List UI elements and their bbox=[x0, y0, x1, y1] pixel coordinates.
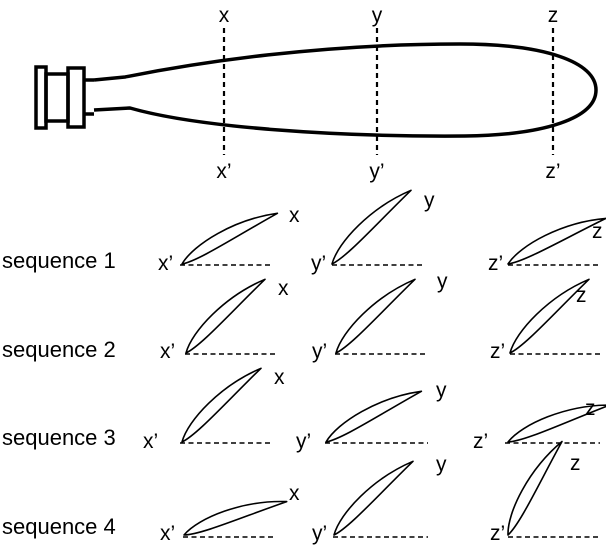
start-label: z’ bbox=[488, 252, 503, 275]
sequence-label: sequence 4 bbox=[2, 514, 116, 539]
top-label-x: x bbox=[219, 4, 230, 27]
start-label: y’ bbox=[312, 340, 327, 363]
start-label: y’ bbox=[312, 522, 327, 545]
section-x: x’ x bbox=[160, 482, 300, 545]
start-label: z’ bbox=[490, 340, 505, 363]
blade-planform: x y z x’ y’ z’ bbox=[34, 4, 598, 183]
top-label-y: y bbox=[372, 4, 383, 27]
section-z: z’ z bbox=[490, 440, 600, 545]
section-y: y’ y bbox=[312, 270, 448, 363]
end-label: y bbox=[437, 270, 448, 293]
sequence-row-2: sequence 2 x’ x y’ y z’ z bbox=[2, 270, 600, 363]
airfoil-section bbox=[331, 189, 412, 265]
sequence-label: sequence 1 bbox=[2, 248, 116, 273]
start-label: x’ bbox=[160, 522, 175, 545]
blade-outline bbox=[93, 42, 598, 138]
section-x: x’ x bbox=[160, 277, 289, 363]
sequence-label: sequence 2 bbox=[2, 337, 116, 362]
section-x: x’ x bbox=[143, 366, 285, 453]
sequence-label: sequence 3 bbox=[2, 425, 116, 450]
airfoil-section bbox=[181, 212, 279, 265]
airfoil-section bbox=[509, 278, 590, 354]
section-z: z’ z bbox=[473, 397, 606, 453]
sequence-row-4: sequence 4 x’ x y’ y z’ z bbox=[2, 440, 600, 545]
airfoil-section bbox=[333, 460, 414, 536]
blade-hub bbox=[34, 65, 94, 130]
airfoil-section bbox=[325, 390, 423, 443]
airfoil-section bbox=[185, 278, 266, 354]
section-y: y’ y bbox=[296, 379, 447, 453]
start-label: y’ bbox=[311, 252, 326, 275]
end-label: z bbox=[576, 284, 587, 307]
hub-collar bbox=[44, 72, 70, 123]
bottom-label-y: y’ bbox=[369, 160, 384, 183]
airfoil-section bbox=[181, 367, 262, 443]
end-label: x bbox=[274, 366, 285, 389]
airfoil-section bbox=[335, 278, 416, 354]
bottom-label-x: x’ bbox=[216, 160, 231, 183]
hub-ring bbox=[66, 66, 86, 129]
end-label: y bbox=[436, 453, 447, 476]
end-label: y bbox=[424, 189, 435, 212]
end-label: x bbox=[289, 204, 300, 227]
airfoil-section bbox=[507, 440, 563, 536]
airfoil-section bbox=[507, 404, 606, 443]
start-label: y’ bbox=[296, 430, 311, 453]
start-label: x’ bbox=[143, 430, 158, 453]
end-label: x bbox=[289, 482, 300, 505]
sequence-row-1: sequence 1 x’ x y’ y z’ z bbox=[2, 189, 606, 275]
section-z: z’ z bbox=[490, 278, 600, 363]
top-label-z: z bbox=[548, 4, 559, 27]
bottom-label-z: z’ bbox=[545, 160, 560, 183]
section-y: y’ y bbox=[312, 453, 447, 545]
end-label: z bbox=[592, 220, 603, 243]
start-label: z’ bbox=[490, 522, 505, 545]
end-label: z bbox=[585, 397, 596, 420]
end-label: x bbox=[278, 277, 289, 300]
start-label: x’ bbox=[160, 340, 175, 363]
end-label: z bbox=[570, 452, 581, 475]
sequence-row-3: sequence 3 x’ x y’ y z’ z bbox=[2, 366, 606, 453]
airfoil-section bbox=[183, 500, 288, 536]
section-z: z’ z bbox=[488, 217, 606, 275]
section-y: y’ y bbox=[311, 189, 435, 275]
start-label: z’ bbox=[473, 430, 488, 453]
section-x: x’ x bbox=[158, 204, 300, 275]
start-label: x’ bbox=[158, 252, 173, 275]
end-label: y bbox=[436, 379, 447, 402]
